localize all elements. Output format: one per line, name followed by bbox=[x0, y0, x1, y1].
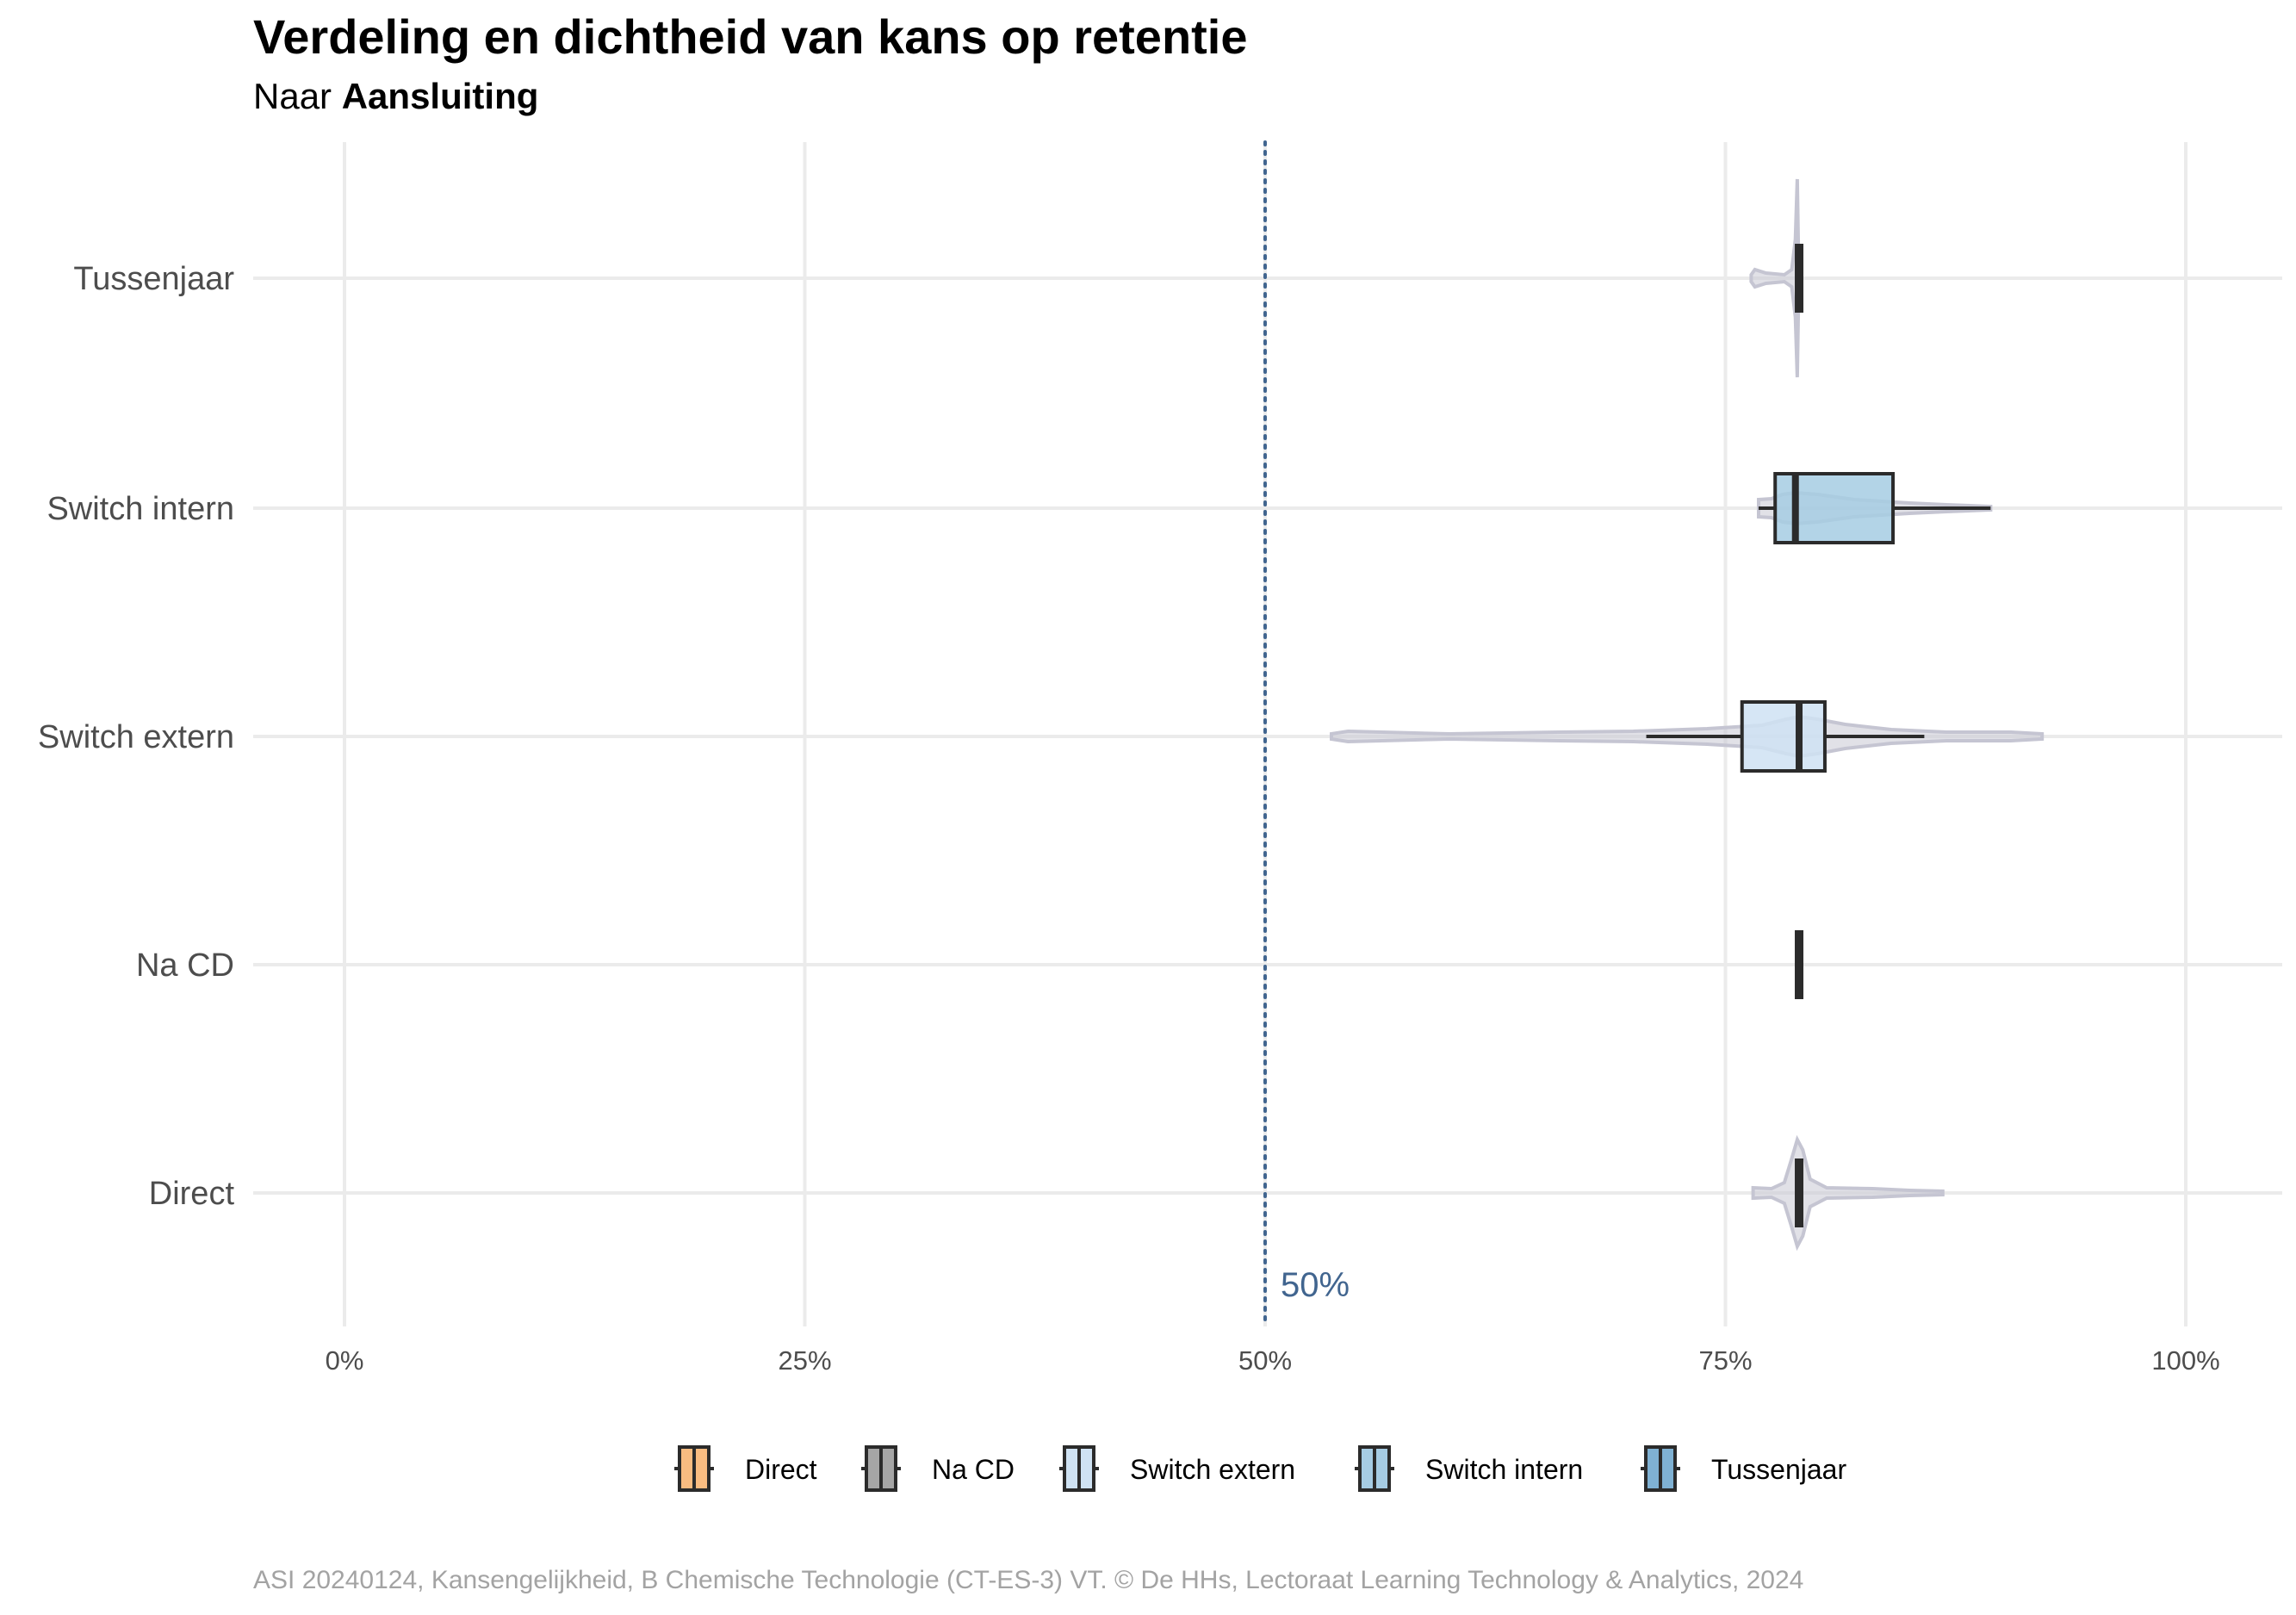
violins bbox=[1330, 178, 2045, 1252]
y-tick-label: Na CD bbox=[136, 947, 234, 984]
violin-tussenjaar bbox=[1749, 178, 1801, 378]
y-tick-label: Switch intern bbox=[47, 491, 234, 527]
legend-item-switch-intern: Switch intern bbox=[1355, 1445, 1583, 1492]
box bbox=[1740, 700, 1827, 773]
boxplot-switch-intern bbox=[1758, 472, 1991, 544]
legend-label: Switch intern bbox=[1425, 1454, 1583, 1485]
legend-label: Na CD bbox=[932, 1454, 1015, 1485]
reference-line-label: 50% bbox=[1281, 1266, 1350, 1304]
violin-direct bbox=[1751, 1134, 1945, 1252]
subtitle-prefix: Naar bbox=[253, 76, 332, 116]
median-line bbox=[1795, 1158, 1804, 1227]
subtitle-bold: Aansluiting bbox=[341, 76, 539, 116]
chart-subtitle: Naar Aansluiting bbox=[253, 76, 538, 117]
y-tick-label: Tussenjaar bbox=[73, 261, 234, 297]
legend-item-tussenjaar: Tussenjaar bbox=[1641, 1445, 1846, 1492]
legend-label: Direct bbox=[745, 1454, 817, 1485]
x-axis: 0% 25% 50% 75% 100% bbox=[326, 1345, 2220, 1376]
legend-item-direct: Direct bbox=[674, 1445, 817, 1492]
legend-item-na-cd: Na CD bbox=[861, 1445, 1015, 1492]
y-axis: Tussenjaar Switch intern Switch extern Na C… bbox=[38, 261, 235, 1212]
boxplots bbox=[1646, 244, 1991, 1227]
boxplot-na-cd bbox=[1795, 930, 1804, 999]
x-tick-label: 25% bbox=[778, 1345, 831, 1376]
legend-label: Tussenjaar bbox=[1711, 1454, 1846, 1485]
legend-item-switch-extern: Switch extern bbox=[1059, 1445, 1295, 1492]
legend-label: Switch extern bbox=[1130, 1454, 1295, 1485]
x-tick-label: 0% bbox=[326, 1345, 364, 1376]
boxplot-tussenjaar bbox=[1795, 244, 1804, 313]
x-tick-label: 75% bbox=[1698, 1345, 1752, 1376]
boxplot-direct bbox=[1795, 1158, 1804, 1227]
legend: Direct Na CD Switch extern Switch intern Tus… bbox=[674, 1445, 1846, 1492]
caption: ASI 20240124, Kansengelijkheid, B Chemis… bbox=[253, 1566, 1804, 1594]
reference-line-group: 50% bbox=[1263, 140, 1350, 1328]
median-line bbox=[1795, 244, 1804, 313]
chart-title: Verdeling en dichtheid van kans op reten… bbox=[253, 9, 1248, 64]
y-tick-label: Switch extern bbox=[38, 719, 234, 755]
boxplot-switch-extern bbox=[1646, 700, 1925, 773]
median-line bbox=[1795, 930, 1804, 999]
x-tick-label: 50% bbox=[1238, 1345, 1292, 1376]
x-tick-label: 100% bbox=[2151, 1345, 2219, 1376]
y-tick-label: Direct bbox=[149, 1176, 235, 1212]
